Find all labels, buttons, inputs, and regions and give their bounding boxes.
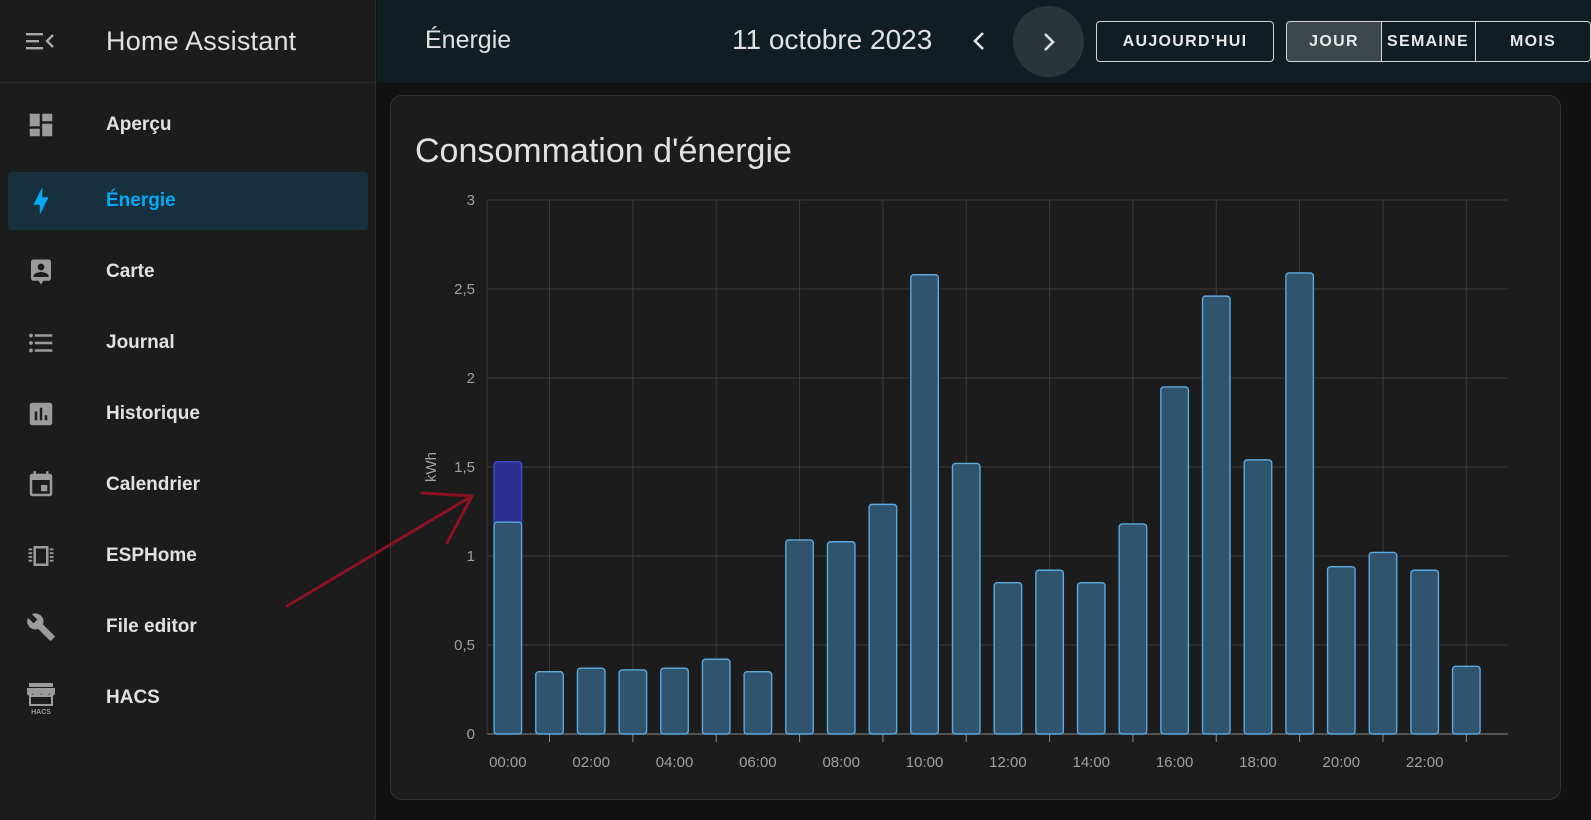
calendar-icon — [0, 470, 82, 500]
x-tick-label: 02:00 — [572, 754, 610, 771]
chip-icon — [0, 541, 82, 571]
bar — [660, 667, 689, 735]
bar — [1451, 665, 1481, 735]
y-tick-label: 0 — [467, 726, 475, 743]
bar — [1160, 386, 1190, 735]
sidebar-item-label: Historique — [106, 403, 200, 424]
menu-collapse-icon — [26, 33, 54, 50]
chevron-left-icon — [973, 32, 984, 50]
sidebar-item-label: Carte — [106, 261, 155, 282]
sidebar-item-carte[interactable]: Carte — [8, 243, 368, 301]
energy-usage-card: Consommation d'énergie 0 0,5 1 1,5 2 2,5 3 00:0… — [390, 95, 1561, 800]
sidebar-item-label: HACS — [106, 687, 160, 708]
bar — [1035, 569, 1065, 735]
x-tick-label: 22:00 — [1406, 754, 1444, 771]
previous-period-button[interactable] — [961, 22, 997, 60]
y-axis-label: kWh — [423, 452, 440, 482]
bar — [826, 541, 856, 735]
bar — [1285, 272, 1315, 735]
x-tick-label: 06:00 — [739, 754, 777, 771]
card-title: Consommation d'énergie — [415, 132, 792, 170]
sidebar-item-label: File editor — [106, 616, 197, 637]
sidebar: Home Assistant Aperçu Énergie Carte Jour… — [0, 0, 376, 820]
bar — [743, 671, 773, 735]
x-tick-label: 10:00 — [906, 754, 944, 771]
sidebar-item-apercu[interactable]: Aperçu — [8, 96, 368, 154]
map-person-icon — [0, 257, 82, 287]
x-tick-label: 16:00 — [1156, 754, 1194, 771]
x-tick-label: 20:00 — [1323, 754, 1361, 771]
app-title: Home Assistant — [106, 25, 297, 56]
bar — [1118, 523, 1148, 735]
chevron-right-icon — [1043, 32, 1055, 51]
next-period-button[interactable] — [1013, 6, 1084, 77]
svg-text:HACS: HACS — [31, 709, 51, 715]
bar — [910, 274, 940, 735]
bar — [618, 669, 648, 735]
bar — [701, 658, 731, 735]
bar — [1076, 582, 1106, 735]
sidebar-item-label: Calendrier — [106, 474, 200, 495]
bar — [1368, 551, 1398, 735]
date-label: 11 octobre 2023 — [732, 24, 933, 55]
sidebar-item-energie[interactable]: Énergie — [8, 172, 368, 230]
period-day-button[interactable]: JOUR — [1286, 21, 1382, 62]
sidebar-item-label: ESPHome — [106, 545, 197, 566]
y-tick-label: 0,5 — [454, 637, 475, 654]
bar — [1410, 569, 1440, 735]
x-tick-label: 18:00 — [1239, 754, 1277, 771]
x-tick-label: 08:00 — [822, 754, 860, 771]
bar — [1243, 459, 1273, 735]
bar — [535, 671, 564, 735]
sidebar-item-historique[interactable]: Historique — [8, 385, 368, 443]
chart-box-icon — [0, 399, 82, 429]
y-tick-label: 2,5 — [454, 281, 475, 298]
lightning-bolt-icon — [0, 186, 82, 216]
wrench-icon — [0, 612, 82, 642]
bar — [1326, 565, 1356, 735]
sidebar-item-label: Aperçu — [106, 114, 172, 135]
y-tick-label: 1 — [467, 548, 475, 565]
x-tick-label: 04:00 — [656, 754, 694, 771]
bar — [785, 539, 815, 735]
sidebar-header: Home Assistant — [0, 0, 375, 83]
bar — [993, 582, 1023, 735]
sidebar-item-hacs[interactable]: HACS HACS — [8, 669, 368, 727]
today-button[interactable]: AUJOURD'HUI — [1096, 21, 1274, 62]
sidebar-item-label: Journal — [106, 332, 175, 353]
sidebar-item-label: Énergie — [106, 190, 176, 211]
sidebar-item-journal[interactable]: Journal — [8, 314, 368, 372]
bar — [1201, 295, 1231, 735]
y-tick-label: 2 — [467, 370, 475, 387]
x-tick-label: 14:00 — [1072, 754, 1110, 771]
top-app-bar: Énergie 11 octobre 2023 AUJOURD'HUI JOUR… — [377, 0, 1591, 83]
y-tick-label: 1,5 — [454, 459, 475, 476]
sidebar-item-esphome[interactable]: ESPHome — [8, 527, 368, 585]
period-month-button[interactable]: MOIS — [1475, 21, 1591, 62]
sidebar-item-file-editor[interactable]: File editor — [8, 598, 368, 656]
dashboard-icon — [0, 110, 82, 140]
x-tick-label: 00:00 — [489, 754, 527, 771]
hacs-store-icon: HACS — [0, 681, 82, 715]
list-icon — [0, 328, 82, 358]
bar — [868, 503, 898, 735]
x-tick-label: 12:00 — [989, 754, 1027, 771]
sidebar-item-calendrier[interactable]: Calendrier — [8, 456, 368, 514]
bar — [493, 521, 523, 735]
menu-collapse-button[interactable] — [0, 0, 80, 83]
bar — [576, 667, 606, 735]
bar-segment-highlight — [493, 460, 523, 527]
bar — [951, 462, 981, 735]
period-week-button[interactable]: SEMAINE — [1381, 21, 1476, 62]
energy-usage-chart: 0 0,5 1 1,5 2 2,5 3 00:00 02:00 04:00 06:00 08:00 10… — [423, 192, 1508, 771]
page-title: Énergie — [425, 26, 512, 54]
y-tick-label: 3 — [467, 192, 475, 209]
